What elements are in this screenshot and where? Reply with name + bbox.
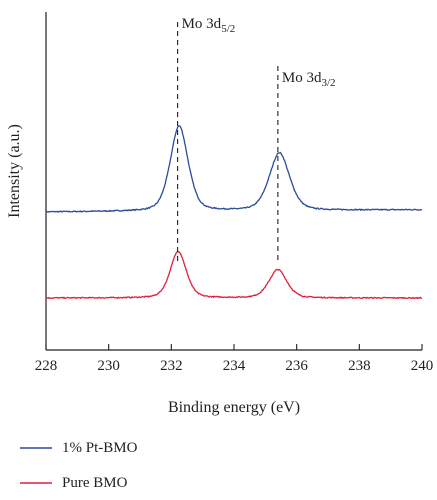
annotations: Mo 3d5/2 Mo 3d3/2 (177, 16, 336, 264)
legend-label: 1% Pt-BMO (62, 440, 138, 456)
plot-area: 228 230 232 234 236 238 240 Mo 3d5/2 Mo 3d3/2 (35, 12, 434, 374)
x-tick-label: 240 (411, 358, 434, 374)
peak-annotation: Mo 3d3/2 (282, 70, 336, 89)
legend-label: Pure BMO (62, 475, 128, 491)
x-tick-label: 238 (348, 358, 371, 374)
series-line-pure-bmo (45, 251, 423, 300)
x-ticks: 228 230 232 234 236 238 240 (35, 344, 434, 374)
legend-item: Pure BMO (20, 475, 128, 491)
y-axis-label: Intensity (a.u.) (6, 124, 23, 218)
x-tick-label: 234 (223, 358, 246, 374)
legend: 1% Pt-BMO Pure BMO (20, 440, 138, 491)
x-axis-label: Binding energy (eV) (168, 399, 300, 416)
series-line-pt-bmo (45, 125, 423, 213)
x-tick-label: 230 (97, 358, 120, 374)
legend-item: 1% Pt-BMO (20, 440, 138, 456)
peak-annotation: Mo 3d5/2 (182, 16, 236, 35)
x-tick-label: 236 (285, 358, 308, 374)
x-tick-label: 228 (35, 358, 58, 374)
series-lines (45, 125, 423, 300)
x-tick-label: 232 (160, 358, 183, 374)
